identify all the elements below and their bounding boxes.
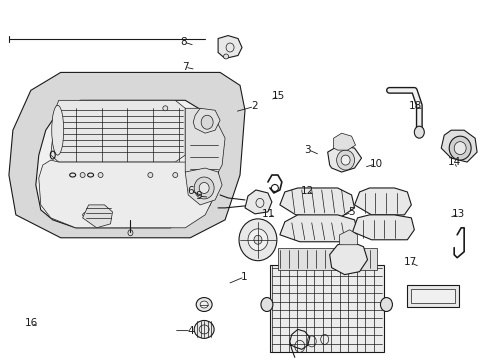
- Ellipse shape: [201, 115, 213, 129]
- Ellipse shape: [80, 172, 85, 177]
- Polygon shape: [82, 205, 112, 228]
- Ellipse shape: [200, 301, 208, 308]
- Polygon shape: [39, 158, 218, 228]
- Polygon shape: [279, 188, 354, 218]
- Ellipse shape: [199, 183, 209, 193]
- Bar: [407, 285, 458, 306]
- Polygon shape: [354, 188, 410, 215]
- Polygon shape: [440, 130, 476, 162]
- Polygon shape: [185, 168, 222, 205]
- Text: 10: 10: [369, 159, 382, 169]
- Ellipse shape: [163, 106, 167, 111]
- Polygon shape: [36, 100, 220, 228]
- Ellipse shape: [413, 126, 424, 138]
- Ellipse shape: [98, 172, 103, 177]
- Text: 6: 6: [187, 186, 194, 196]
- Bar: [410, 289, 454, 302]
- Polygon shape: [244, 190, 271, 214]
- Ellipse shape: [453, 141, 465, 154]
- Text: 15: 15: [271, 91, 285, 101]
- Ellipse shape: [380, 298, 392, 311]
- Polygon shape: [327, 145, 361, 172]
- Ellipse shape: [247, 229, 267, 251]
- Ellipse shape: [341, 155, 349, 165]
- Text: 1: 1: [241, 272, 247, 282]
- Polygon shape: [333, 133, 355, 150]
- Ellipse shape: [448, 136, 470, 160]
- Ellipse shape: [52, 105, 63, 155]
- Ellipse shape: [196, 298, 212, 311]
- Polygon shape: [218, 36, 242, 58]
- Ellipse shape: [194, 320, 214, 338]
- Text: 11: 11: [262, 209, 275, 219]
- Text: 13: 13: [451, 209, 465, 219]
- Ellipse shape: [261, 298, 272, 311]
- Text: 16: 16: [24, 319, 38, 328]
- Text: 9: 9: [195, 191, 201, 201]
- Ellipse shape: [172, 172, 178, 177]
- Polygon shape: [339, 230, 357, 245]
- Polygon shape: [9, 72, 244, 238]
- Polygon shape: [51, 100, 185, 162]
- Text: 2: 2: [250, 102, 257, 112]
- Text: 4: 4: [187, 325, 194, 336]
- Bar: [277, 248, 377, 270]
- Text: 14: 14: [447, 157, 460, 167]
- Polygon shape: [193, 108, 220, 133]
- Polygon shape: [279, 215, 357, 242]
- Text: 3: 3: [304, 144, 310, 154]
- Ellipse shape: [253, 235, 262, 244]
- Ellipse shape: [223, 54, 228, 59]
- Ellipse shape: [194, 177, 214, 199]
- Bar: [269, 265, 384, 352]
- Text: 18: 18: [407, 102, 421, 112]
- Text: 8: 8: [180, 37, 186, 47]
- Polygon shape: [329, 242, 367, 275]
- Text: 7: 7: [182, 62, 188, 72]
- Text: 12: 12: [301, 186, 314, 196]
- Text: 17: 17: [403, 257, 416, 267]
- Ellipse shape: [336, 150, 354, 170]
- Polygon shape: [185, 108, 224, 185]
- Ellipse shape: [239, 219, 276, 261]
- Text: 5: 5: [347, 207, 354, 217]
- Ellipse shape: [147, 172, 153, 177]
- Polygon shape: [352, 215, 413, 240]
